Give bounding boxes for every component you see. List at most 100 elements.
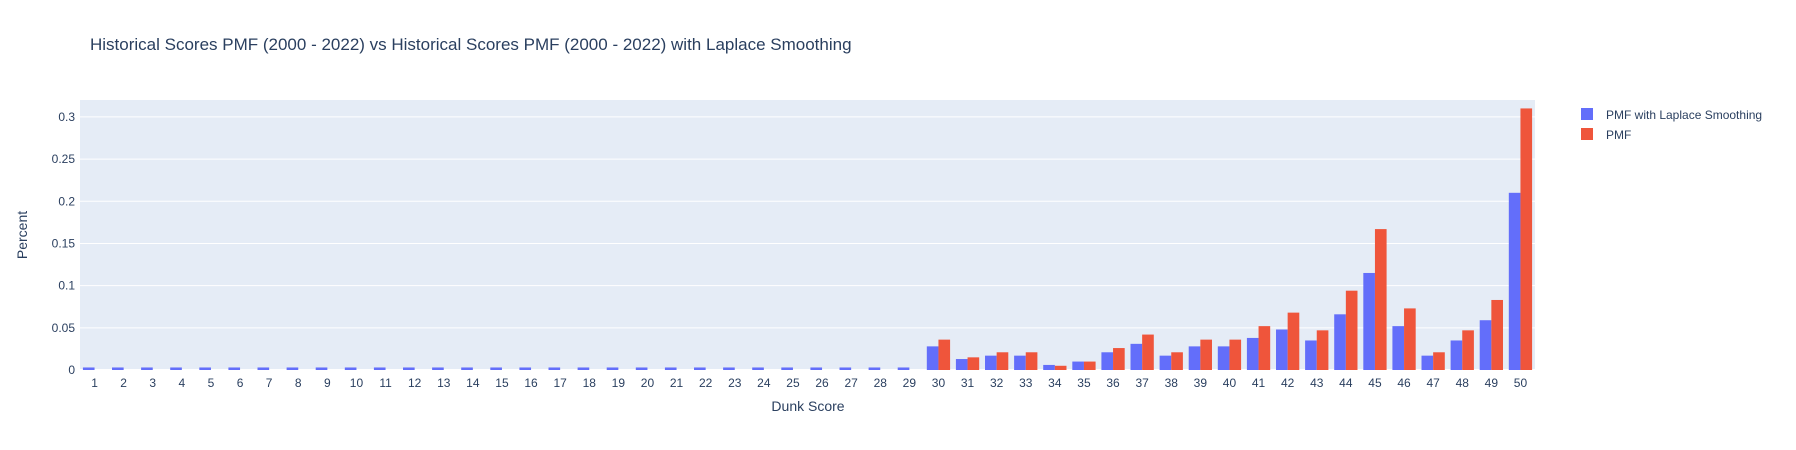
bar-laplace-5[interactable]: [199, 367, 211, 370]
bar-laplace-3[interactable]: [141, 367, 153, 370]
bar-laplace-40[interactable]: [1217, 346, 1230, 370]
x-tick-label: 9: [324, 376, 331, 390]
bar-laplace-48[interactable]: [1450, 340, 1463, 370]
x-tick-label: 26: [815, 376, 829, 390]
x-tick-label: 47: [1426, 376, 1440, 390]
x-tick-label: 30: [932, 376, 946, 390]
bar-laplace-35[interactable]: [1072, 361, 1084, 370]
bar-laplace-7[interactable]: [257, 367, 270, 370]
bar-laplace-37[interactable]: [1130, 343, 1143, 370]
bar-laplace-14[interactable]: [461, 367, 473, 370]
bar-laplace-29[interactable]: [897, 367, 910, 370]
bar-laplace-30[interactable]: [926, 346, 939, 370]
bar-laplace-8[interactable]: [286, 367, 299, 370]
bar-laplace-46[interactable]: [1392, 326, 1405, 370]
bar-laplace-10[interactable]: [344, 367, 357, 370]
x-tick-label: 31: [961, 376, 975, 390]
bar-laplace-38[interactable]: [1159, 355, 1172, 370]
bar-laplace-49[interactable]: [1479, 320, 1492, 370]
bar-laplace-44[interactable]: [1334, 314, 1346, 370]
bar-pmf-41[interactable]: [1258, 326, 1271, 370]
bar-laplace-21[interactable]: [664, 367, 677, 370]
x-tick-label: 50: [1514, 376, 1528, 390]
bar-laplace-15[interactable]: [490, 367, 502, 370]
bar-pmf-48[interactable]: [1462, 330, 1474, 370]
y-tick-label: 0.3: [58, 110, 75, 124]
bar-pmf-36[interactable]: [1113, 348, 1125, 370]
bar-pmf-38[interactable]: [1171, 352, 1183, 370]
bar-laplace-2[interactable]: [112, 367, 124, 370]
bar-pmf-50[interactable]: [1520, 108, 1533, 370]
bar-pmf-45[interactable]: [1374, 229, 1387, 370]
bar-pmf-49[interactable]: [1491, 299, 1503, 370]
bar-laplace-26[interactable]: [810, 367, 823, 370]
bar-laplace-39[interactable]: [1188, 346, 1201, 370]
bar-laplace-36[interactable]: [1101, 352, 1114, 370]
chart-title: Historical Scores PMF (2000 - 2022) vs H…: [90, 35, 852, 54]
bar-pmf-34[interactable]: [1054, 365, 1067, 370]
y-axis-title: Percent: [14, 211, 30, 259]
x-tick-label: 2: [120, 376, 127, 390]
x-tick-label: 8: [295, 376, 302, 390]
bar-laplace-9[interactable]: [315, 367, 328, 370]
bar-laplace-11[interactable]: [373, 367, 386, 370]
bar-laplace-18[interactable]: [577, 367, 590, 370]
bar-laplace-33[interactable]: [1014, 355, 1026, 370]
bar-laplace-17[interactable]: [548, 367, 561, 370]
bar-laplace-4[interactable]: [170, 367, 182, 370]
x-tick-label: 33: [1019, 376, 1033, 390]
bar-laplace-28[interactable]: [868, 367, 881, 370]
bar-pmf-32[interactable]: [996, 352, 1009, 370]
bar-pmf-30[interactable]: [938, 339, 951, 370]
x-axis-title: Dunk Score: [771, 398, 844, 414]
bar-pmf-43[interactable]: [1316, 330, 1329, 370]
bar-laplace-27[interactable]: [839, 367, 852, 370]
bar-pmf-35[interactable]: [1083, 361, 1096, 370]
bar-laplace-25[interactable]: [781, 367, 793, 370]
legend-label-laplace: PMF with Laplace Smoothing: [1606, 108, 1762, 122]
bar-laplace-16[interactable]: [519, 367, 532, 370]
bar-laplace-23[interactable]: [723, 367, 735, 370]
bar-pmf-46[interactable]: [1404, 308, 1416, 370]
bar-pmf-42[interactable]: [1287, 312, 1300, 370]
bar-laplace-32[interactable]: [985, 355, 997, 370]
bar-laplace-47[interactable]: [1421, 355, 1434, 370]
bar-laplace-41[interactable]: [1246, 337, 1259, 370]
x-tick-label: 13: [437, 376, 451, 390]
x-tick-label: 49: [1485, 376, 1499, 390]
x-tick-label: 7: [266, 376, 273, 390]
bar-laplace-45[interactable]: [1363, 272, 1375, 370]
legend-swatch-laplace[interactable]: [1581, 108, 1593, 120]
bar-pmf-31[interactable]: [967, 357, 980, 370]
x-tick-label: 45: [1368, 376, 1382, 390]
bar-laplace-34[interactable]: [1043, 364, 1055, 370]
bar-laplace-42[interactable]: [1276, 329, 1288, 371]
bar-laplace-20[interactable]: [635, 367, 648, 370]
bar-laplace-24[interactable]: [752, 367, 764, 370]
bar-pmf-33[interactable]: [1025, 352, 1038, 370]
x-tick-label: 5: [208, 376, 215, 390]
legend-swatch-pmf[interactable]: [1581, 128, 1593, 140]
bar-laplace-13[interactable]: [432, 367, 444, 370]
legend-label-pmf: PMF: [1606, 128, 1631, 142]
bar-laplace-31[interactable]: [955, 359, 968, 370]
bar-pmf-37[interactable]: [1142, 334, 1154, 370]
x-tick-label: 11: [379, 376, 392, 390]
x-tick-label: 15: [495, 376, 509, 390]
bar-pmf-40[interactable]: [1229, 339, 1242, 370]
plot-background: [80, 100, 1535, 370]
bar-pmf-39[interactable]: [1200, 339, 1212, 370]
x-tick-label: 29: [903, 376, 917, 390]
bar-pmf-44[interactable]: [1345, 290, 1358, 370]
bar-laplace-6[interactable]: [228, 367, 241, 370]
x-tick-label: 38: [1165, 376, 1179, 390]
x-tick-label: 24: [757, 376, 771, 390]
bar-laplace-22[interactable]: [694, 367, 706, 370]
bar-laplace-1[interactable]: [82, 367, 95, 370]
bar-laplace-50[interactable]: [1508, 192, 1521, 370]
bar-laplace-19[interactable]: [606, 367, 619, 370]
x-tick-label: 41: [1252, 376, 1266, 390]
bar-laplace-12[interactable]: [403, 367, 415, 370]
bar-laplace-43[interactable]: [1305, 340, 1317, 370]
bar-pmf-47[interactable]: [1433, 352, 1445, 370]
